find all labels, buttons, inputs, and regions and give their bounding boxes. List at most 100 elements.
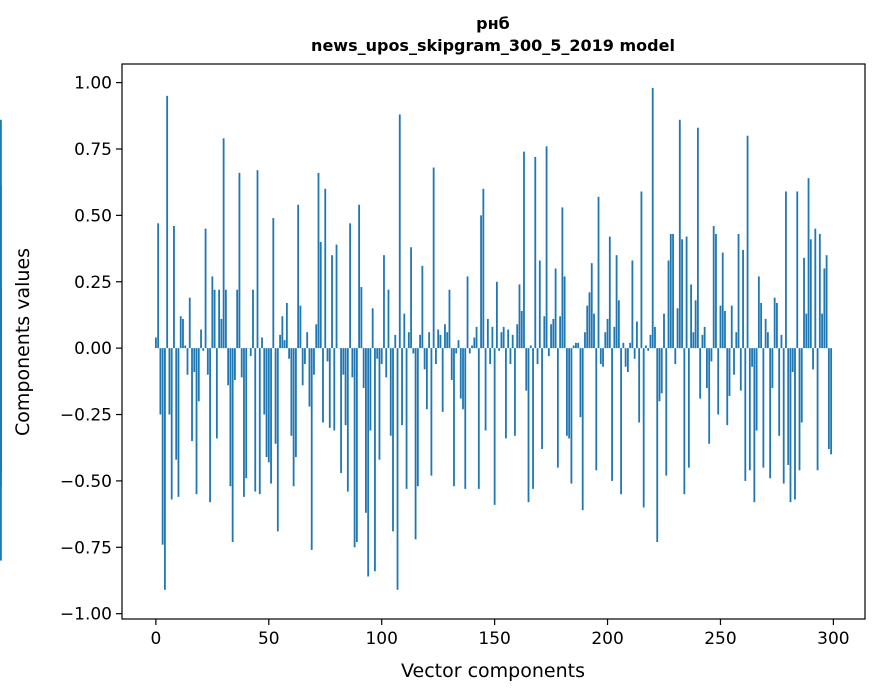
bar-98 (376, 348, 379, 359)
bar-178 (556, 348, 559, 468)
bar-214 (638, 348, 641, 423)
chart-subtitle: news_upos_skipgram_300_5_2019 model (311, 36, 675, 55)
bar-231 (676, 308, 679, 349)
bar-186 (575, 342, 577, 349)
bar-247 (712, 225, 715, 349)
y-tick-label: 0.50 (74, 206, 112, 226)
bar-294 (818, 233, 821, 349)
bar-69 (310, 348, 313, 550)
x-axis-label: Vector components (401, 660, 585, 682)
bar-287 (803, 257, 805, 349)
bar-105 (392, 348, 394, 532)
bar-152 (498, 348, 501, 351)
bar-107 (396, 348, 399, 590)
bar-194 (593, 313, 595, 349)
bar-108 (398, 114, 401, 349)
bar-206 (620, 348, 622, 495)
bar-64 (299, 305, 302, 349)
bar-237 (690, 284, 693, 349)
bar-24 (209, 348, 211, 503)
bar-293 (816, 348, 819, 471)
bar-162 (520, 310, 523, 349)
bar-170 (538, 260, 541, 349)
bar-103 (387, 289, 390, 349)
bar-139 (468, 348, 471, 354)
bar-116 (416, 348, 419, 487)
bar-256 (733, 348, 735, 375)
bar-47 (261, 337, 263, 349)
bar-264 (751, 348, 753, 367)
bar-23 (206, 348, 209, 375)
bar-117 (419, 334, 422, 349)
bar-118 (421, 265, 424, 349)
bar-164 (525, 348, 528, 391)
bar-27 (215, 348, 218, 439)
bar-273 (771, 348, 774, 388)
bar-223 (658, 348, 661, 402)
bar-285 (798, 348, 801, 471)
bar-292 (814, 228, 817, 349)
bar-19 (197, 348, 200, 402)
bar-48 (263, 348, 266, 415)
bar-168 (534, 156, 537, 349)
bar-undefined (0, 287, 2, 349)
bar-78 (331, 255, 333, 349)
bar-122 (430, 348, 433, 476)
bar-149 (491, 326, 494, 349)
bar-102 (385, 348, 388, 378)
bar-13 (184, 345, 187, 349)
x-axis-ticks: 0 50 100 150 200 250 300 (150, 619, 850, 649)
bar-239 (694, 300, 697, 349)
bar-93 (365, 348, 367, 513)
bar-90 (358, 204, 361, 349)
bar-94 (367, 348, 370, 577)
bar-131 (450, 348, 453, 381)
bar-73 (319, 241, 322, 349)
bar-148 (489, 348, 492, 365)
bar-70 (313, 348, 315, 375)
bar-288 (805, 313, 808, 349)
bar-193 (590, 263, 593, 349)
bar-183 (568, 348, 571, 439)
bar-213 (636, 321, 638, 349)
bar-267 (757, 276, 760, 349)
bar-undefined (0, 119, 2, 349)
x-tick-label: 0 (150, 629, 161, 649)
bar-140 (471, 345, 473, 349)
bar-31 (224, 289, 227, 349)
bar-40 (245, 348, 248, 479)
bar-18 (195, 348, 198, 495)
bar-217 (645, 345, 647, 349)
bar-277 (780, 334, 783, 349)
chart-title: рнб (476, 14, 510, 33)
bar-169 (536, 348, 539, 365)
bar-51 (270, 348, 272, 484)
bar-61 (292, 348, 295, 487)
bar-197 (599, 348, 602, 365)
bar-147 (486, 318, 489, 349)
bar-91 (360, 287, 363, 349)
bar-263 (748, 348, 751, 471)
bar-171 (541, 348, 543, 450)
bar-109 (401, 348, 403, 426)
bar-66 (304, 348, 306, 365)
bar-55 (279, 334, 281, 349)
bar-289 (807, 178, 810, 349)
bar-50 (267, 348, 270, 463)
y-axis-ticks: −1.00 −0.75 −0.50 −0.25 0.00 0.25 0.50 0.75 1.00 (60, 74, 122, 625)
y-tick-label: 0.75 (74, 140, 112, 160)
bar-219 (649, 334, 652, 349)
bar-220 (651, 87, 654, 349)
bar-132 (453, 348, 455, 487)
bar-184 (570, 348, 573, 484)
bar-221 (654, 326, 656, 349)
bar-235 (685, 236, 688, 349)
bar-259 (739, 348, 742, 391)
bar-127 (441, 348, 444, 412)
x-tick-label: 150 (478, 629, 510, 649)
bar-222 (656, 348, 659, 542)
bar-208 (624, 348, 627, 367)
x-tick-label: 250 (704, 629, 736, 649)
bar-135 (459, 348, 462, 399)
bar-281 (789, 348, 792, 503)
